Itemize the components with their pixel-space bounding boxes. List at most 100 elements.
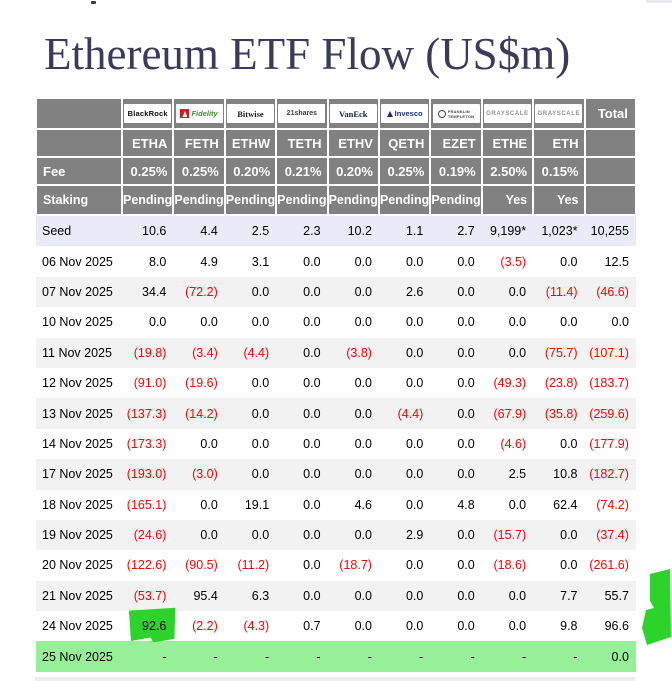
table-row: 25 Nov 2025 - - - - - - - - - 0.0 xyxy=(36,641,636,672)
flow-value: - xyxy=(265,649,270,664)
flow-value: 12.5 xyxy=(604,254,629,269)
ticker-label: ETHE xyxy=(492,135,528,151)
flow-value: (4.6) xyxy=(500,436,527,451)
flow-cell: (18.6) xyxy=(481,550,534,581)
flow-value: 7.7 xyxy=(560,588,578,603)
table-row: 20 Nov 2025 (122.6) (90.5) (11.2) 0.0 (18.7) 0… xyxy=(36,550,636,581)
flow-cell-highlighted: 92.6 xyxy=(122,611,174,642)
flow-cell: 9.8 xyxy=(533,611,585,642)
flow-cell: - xyxy=(173,641,225,672)
flow-value: 0.0 xyxy=(354,315,372,330)
staking-value: Yes xyxy=(480,184,535,216)
flow-cell: 0.0 xyxy=(276,428,328,460)
flow-cell: 0.0 xyxy=(327,459,379,490)
flow-value: (18.7) xyxy=(339,558,372,573)
flow-cell: 19.1 xyxy=(224,489,277,520)
flow-value: 0.0 xyxy=(354,436,372,451)
staking-row: Staking Pending Pending Pending Pending Pendi… xyxy=(35,184,637,216)
flow-cell: 0.0 xyxy=(276,367,328,399)
table-row: 10 Nov 2025 0.0 0.0 0.0 0.0 0.0 0.0 0.0 0.0 0.0 0.… xyxy=(36,307,636,338)
ticker-label: ETHW xyxy=(231,135,271,151)
flow-cell: 0.0 xyxy=(430,459,482,490)
flow-value: 0.0 xyxy=(560,254,578,269)
row-date-label: 19 Nov 2025 xyxy=(36,519,122,551)
flow-value: 0.0 xyxy=(457,315,475,330)
flow-value: (122.6) xyxy=(126,558,167,573)
flow-value: 2.5 xyxy=(251,224,270,239)
flow-value: 0.0 xyxy=(611,649,629,664)
flow-value: 9.8 xyxy=(560,619,578,634)
flow-cell: 0.0 xyxy=(327,246,379,277)
flow-cell: 2.9 xyxy=(378,519,431,551)
flow-cell: (4.3) xyxy=(224,611,277,642)
flow-value: 19.1 xyxy=(244,497,270,512)
flow-cell: 34.4 xyxy=(122,276,174,308)
flow-value: 0.0 xyxy=(611,315,629,330)
ticker-header-ETHA: ETHA xyxy=(120,128,175,158)
fee-value-text: 0.21% xyxy=(284,163,322,179)
flow-cell: 0.0 xyxy=(173,489,225,520)
flow-value: (53.7) xyxy=(133,588,167,603)
flow-cell: 0.0 xyxy=(327,307,379,338)
flow-value: 0.0 xyxy=(457,619,475,634)
flow-value: 2.3 xyxy=(303,224,321,239)
flow-cell: (3.4) xyxy=(173,337,225,368)
flow-value: (137.3) xyxy=(126,406,167,421)
flow-value: 34.4 xyxy=(142,284,167,299)
invesco-triangle-icon xyxy=(386,110,393,117)
provider-cell-grayscale: GRAYSCALE xyxy=(532,97,586,130)
ticker-header-FETH: FETH xyxy=(172,128,226,158)
flow-cell: 0.0 xyxy=(276,489,328,520)
flow-cell: 0.0 xyxy=(224,276,277,308)
provider-cell-franklin: FRANKLIN TEMPLETON xyxy=(429,97,483,130)
row-date-label: 12 Nov 2025 xyxy=(36,367,122,399)
staking-value-text: Pending xyxy=(277,193,327,207)
flow-value: (67.9) xyxy=(493,406,527,421)
flow-value: 92.6 xyxy=(142,619,167,634)
flow-cell: 0.0 xyxy=(276,398,328,429)
provider-cell-shares21: 21shares xyxy=(275,97,329,130)
flow-cell: - xyxy=(122,641,174,672)
flow-cell: 0.0 xyxy=(276,550,328,581)
flow-value: 0.0 xyxy=(457,467,475,482)
franklin-logo-text: FRANKLIN TEMPLETON xyxy=(448,109,474,119)
fidelity-pyramid-icon xyxy=(180,109,190,118)
flow-value: (75.7) xyxy=(544,345,578,360)
flow-value: 1.1 xyxy=(405,224,424,239)
flow-value: 0.0 xyxy=(251,467,270,482)
flow-cell: 10,255 xyxy=(584,215,636,247)
ticker-header-ETHE: ETHE xyxy=(480,128,535,158)
flow-value: 0.0 xyxy=(560,436,578,451)
flow-value: (15.7) xyxy=(493,528,527,543)
flow-value: 0.0 xyxy=(457,588,475,603)
flow-value: (49.3) xyxy=(493,376,527,391)
provider-cell-vaneck: VanEck xyxy=(326,97,380,130)
fee-value: 0.25% xyxy=(172,156,226,186)
flow-cell: 0.0 xyxy=(533,519,585,551)
fidelity-logo-text: Fidelity xyxy=(191,109,218,118)
flow-value: 0.0 xyxy=(303,588,321,603)
flow-cell: 0.0 xyxy=(430,428,482,460)
flow-cell: (23.8) xyxy=(533,367,585,399)
flow-value: (259.6) xyxy=(589,406,629,421)
flow-cell: 6.3 xyxy=(224,580,277,612)
flow-value: 0.0 xyxy=(303,528,321,543)
flow-value: (14.2) xyxy=(185,406,218,421)
green-marker-shape xyxy=(642,569,671,645)
flow-cell: (19.6) xyxy=(173,367,225,399)
flow-value: 0.0 xyxy=(405,619,424,634)
flow-cell: (4.4) xyxy=(378,398,431,429)
row-date-label: 18 Nov 2025 xyxy=(36,489,122,520)
flow-value: 0.0 xyxy=(303,558,321,573)
flow-cell: 4.4 xyxy=(173,215,225,247)
fee-value-text: 0.20% xyxy=(233,163,271,179)
flow-cell: (24.6) xyxy=(122,519,174,551)
flow-cell: (183.7) xyxy=(584,367,636,399)
flow-cell: 0.0 xyxy=(276,580,328,612)
flow-value: - xyxy=(213,649,218,664)
flow-cell: (49.3) xyxy=(481,367,534,399)
flow-cell: (46.6) xyxy=(584,276,636,308)
flow-value: 0.0 xyxy=(560,558,578,573)
flow-value: 0.0 xyxy=(457,345,475,360)
flow-cell: - xyxy=(378,641,431,672)
